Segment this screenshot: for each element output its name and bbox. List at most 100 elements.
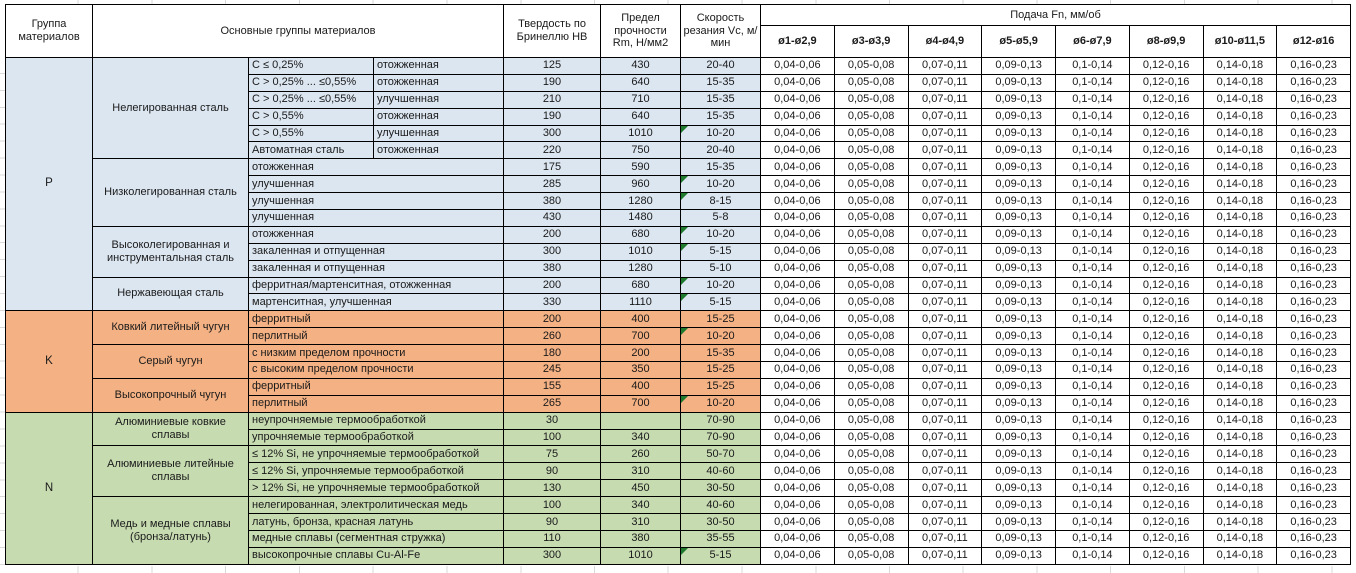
feed-cell[interactable]: 0,12-0,16	[1128, 141, 1204, 160]
feed-cell[interactable]: 0,04-0,06	[760, 377, 835, 396]
header-main-groups[interactable]: Основные группы материалов	[92, 4, 504, 58]
feed-cell[interactable]: 0,14-0,18	[1202, 242, 1278, 261]
feed-cell[interactable]: 0,04-0,06	[760, 293, 835, 312]
strength-cell[interactable]: 200	[600, 344, 681, 363]
hardness-cell[interactable]: 190	[503, 107, 601, 126]
feed-cell[interactable]: 0,12-0,16	[1128, 124, 1204, 143]
feed-cell[interactable]: 0,14-0,18	[1202, 546, 1278, 566]
hardness-cell[interactable]: 130	[503, 479, 601, 498]
feed-cell[interactable]: 0,14-0,18	[1202, 141, 1278, 160]
feed-cell[interactable]: 0,16-0,23	[1276, 73, 1352, 92]
strength-cell[interactable]: 400	[600, 377, 681, 396]
feed-cell[interactable]: 0,16-0,23	[1276, 513, 1352, 531]
feed-cell[interactable]: 0,05-0,08	[833, 496, 909, 515]
header-diameter-2[interactable]: ø3-ø3,9	[833, 25, 909, 58]
feed-cell[interactable]: 0,14-0,18	[1202, 394, 1278, 413]
strength-cell[interactable]: 710	[600, 90, 681, 109]
feed-cell[interactable]: 0,05-0,08	[833, 428, 909, 447]
feed-cell[interactable]: 0,09-0,13	[981, 428, 1056, 447]
hardness-cell[interactable]: 180	[503, 344, 601, 363]
feed-cell[interactable]: 0,07-0,11	[907, 107, 983, 126]
subgroup-name-cell[interactable]: Высокопрочный чугун	[92, 377, 249, 413]
feed-cell[interactable]: 0,04-0,06	[760, 158, 835, 177]
feed-cell[interactable]: 0,04-0,06	[760, 57, 835, 75]
strength-cell[interactable]: 310	[600, 513, 681, 531]
material-state-cell[interactable]: отожженная	[373, 107, 504, 126]
feed-cell[interactable]: 0,04-0,06	[760, 428, 835, 447]
material-state-cell[interactable]: отожженная	[373, 57, 504, 75]
feed-cell[interactable]: 0,1-0,14	[1055, 242, 1130, 261]
strength-cell[interactable]: 590	[600, 158, 681, 177]
strength-cell[interactable]: 1010	[600, 124, 681, 143]
hardness-cell[interactable]: 175	[503, 158, 601, 177]
feed-cell[interactable]: 0,04-0,06	[760, 513, 835, 531]
subgroup-name-cell[interactable]: Медь и медные сплавы (бронза/латунь)	[92, 496, 249, 565]
hardness-cell[interactable]: 190	[503, 73, 601, 92]
feed-cell[interactable]: 0,1-0,14	[1055, 73, 1130, 92]
feed-cell[interactable]: 0,07-0,11	[907, 411, 983, 430]
feed-cell[interactable]: 0,12-0,16	[1128, 259, 1204, 278]
feed-cell[interactable]: 0,09-0,13	[981, 293, 1056, 312]
feed-cell[interactable]: 0,1-0,14	[1055, 445, 1130, 464]
header-tensile-strength[interactable]: Предел прочности Rm, Н/мм2	[600, 4, 681, 58]
feed-cell[interactable]: 0,07-0,11	[907, 141, 983, 160]
feed-cell[interactable]: 0,16-0,23	[1276, 546, 1352, 566]
feed-cell[interactable]: 0,07-0,11	[907, 513, 983, 531]
feed-cell[interactable]: 0,14-0,18	[1202, 225, 1278, 244]
material-desc-cell[interactable]: неупрочняемые термообработкой	[248, 411, 504, 430]
feed-cell[interactable]: 0,05-0,08	[833, 479, 909, 498]
subgroup-name-cell[interactable]: Ковкий литейный чугун	[92, 310, 249, 346]
material-desc-cell[interactable]: отожженная	[248, 225, 504, 244]
feed-cell[interactable]: 0,16-0,23	[1276, 479, 1352, 498]
feed-cell[interactable]: 0,1-0,14	[1055, 293, 1130, 312]
header-brinell-hardness[interactable]: Твердость по Бринеллю HB	[503, 4, 601, 58]
feed-cell[interactable]: 0,04-0,06	[760, 225, 835, 244]
feed-cell[interactable]: 0,12-0,16	[1128, 158, 1204, 177]
feed-cell[interactable]: 0,04-0,06	[760, 445, 835, 464]
feed-cell[interactable]: 0,1-0,14	[1055, 90, 1130, 109]
feed-cell[interactable]: 0,07-0,11	[907, 479, 983, 498]
hardness-cell[interactable]: 90	[503, 513, 601, 531]
feed-cell[interactable]: 0,12-0,16	[1128, 428, 1204, 447]
header-diameter-7[interactable]: ø10-ø11,5	[1202, 25, 1278, 58]
strength-cell[interactable]: 1010	[600, 546, 681, 566]
feed-cell[interactable]: 0,1-0,14	[1055, 225, 1130, 244]
feed-cell[interactable]: 0,04-0,06	[760, 462, 835, 481]
subgroup-name-cell[interactable]: Нелегированная сталь	[92, 56, 249, 160]
feed-cell[interactable]: 0,09-0,13	[981, 529, 1056, 548]
feed-cell[interactable]: 0,14-0,18	[1202, 158, 1278, 177]
feed-cell[interactable]: 0,1-0,14	[1055, 192, 1130, 211]
material-spec-cell[interactable]: C ≤ 0,25%	[248, 57, 374, 75]
cutting-speed-cell[interactable]: 70-90	[680, 428, 761, 447]
header-diameter-3[interactable]: ø4-ø4,9	[907, 25, 983, 58]
material-desc-cell[interactable]: ≤ 12% Si, упрочняемые термообработкой	[248, 462, 504, 481]
subgroup-name-cell[interactable]: Нержавеющая сталь	[92, 276, 249, 312]
feed-cell[interactable]: 0,16-0,23	[1276, 310, 1352, 329]
material-spec-cell[interactable]: C > 0,55%	[248, 107, 374, 126]
feed-cell[interactable]: 0,12-0,16	[1128, 242, 1204, 261]
feed-cell[interactable]: 0,05-0,08	[833, 259, 909, 278]
feed-cell[interactable]: 0,14-0,18	[1202, 327, 1278, 346]
feed-cell[interactable]: 0,04-0,06	[760, 411, 835, 430]
strength-cell[interactable]: 1280	[600, 259, 681, 278]
feed-cell[interactable]: 0,04-0,06	[760, 496, 835, 515]
feed-cell[interactable]: 0,1-0,14	[1055, 394, 1130, 413]
cutting-speed-cell[interactable]: 30-50	[680, 479, 761, 498]
feed-cell[interactable]: 0,12-0,16	[1128, 209, 1204, 227]
feed-cell[interactable]: 0,04-0,06	[760, 242, 835, 261]
cutting-speed-cell[interactable]: 35-55	[680, 529, 761, 548]
strength-cell[interactable]: 340	[600, 496, 681, 515]
feed-cell[interactable]: 0,16-0,23	[1276, 276, 1352, 295]
feed-cell[interactable]: 0,16-0,23	[1276, 90, 1352, 109]
feed-cell[interactable]: 0,14-0,18	[1202, 479, 1278, 498]
feed-cell[interactable]: 0,07-0,11	[907, 57, 983, 75]
cutting-speed-cell[interactable]: 15-25	[680, 310, 761, 329]
material-desc-cell[interactable]: упрочняемые термообработкой	[248, 428, 504, 447]
strength-cell[interactable]: 450	[600, 479, 681, 498]
feed-cell[interactable]: 0,05-0,08	[833, 293, 909, 312]
material-desc-cell[interactable]: перлитный	[248, 327, 504, 346]
feed-cell[interactable]: 0,12-0,16	[1128, 445, 1204, 464]
feed-cell[interactable]: 0,12-0,16	[1128, 361, 1204, 379]
feed-cell[interactable]: 0,07-0,11	[907, 124, 983, 143]
feed-cell[interactable]: 0,07-0,11	[907, 344, 983, 363]
